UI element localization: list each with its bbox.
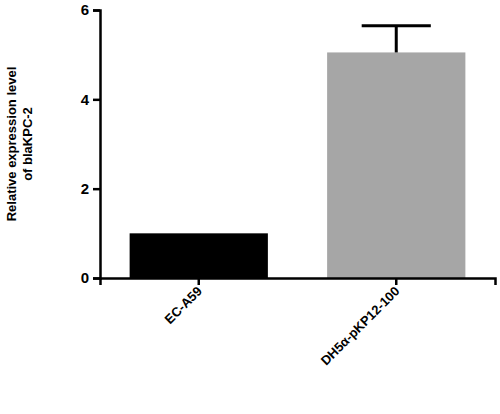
x-tick-label: DH5α-pKP12-100 [318, 284, 403, 369]
chart: 0 2 4 6 EC-A59 DH5α-pKP12-100 Relative express… [0, 0, 500, 414]
y-tick-mark [93, 9, 100, 12]
y-tick-label: 6 [81, 1, 89, 18]
x-tick: DH5α-pKP12-100 [318, 278, 403, 368]
y-tick: 6 [81, 1, 100, 18]
y-axis-title-line: Relative expression level [4, 67, 19, 222]
bar [327, 52, 465, 278]
y-axis-line [93, 11, 101, 279]
y-axis-title-line: of blaKPC-2 [20, 107, 35, 181]
y-tick: 0 [81, 269, 100, 286]
plot [130, 26, 466, 278]
error-line [395, 26, 398, 53]
x-tick-mark [198, 278, 201, 285]
y-tick-mark [93, 188, 100, 191]
y-tick-label: 2 [81, 180, 89, 197]
y-axis: 0 2 4 6 [81, 1, 101, 286]
x-tick: EC-A59 [162, 278, 205, 327]
x-tick-label: EC-A59 [162, 284, 205, 327]
x-tick-mark [395, 278, 398, 285]
error-cap [362, 24, 431, 27]
x-axis: EC-A59 DH5α-pKP12-100 [101, 278, 496, 368]
error-bar [362, 26, 431, 53]
y-tick: 2 [81, 180, 100, 197]
y-tick-mark [93, 99, 100, 102]
y-axis-title: Relative expression levelof blaKPC-2 [4, 67, 35, 222]
y-tick-mark [93, 277, 100, 280]
y-tick-label: 4 [81, 91, 90, 108]
x-axis-line [101, 279, 496, 286]
y-tick: 4 [81, 91, 100, 108]
y-tick-label: 0 [81, 269, 89, 286]
bar [130, 233, 268, 278]
